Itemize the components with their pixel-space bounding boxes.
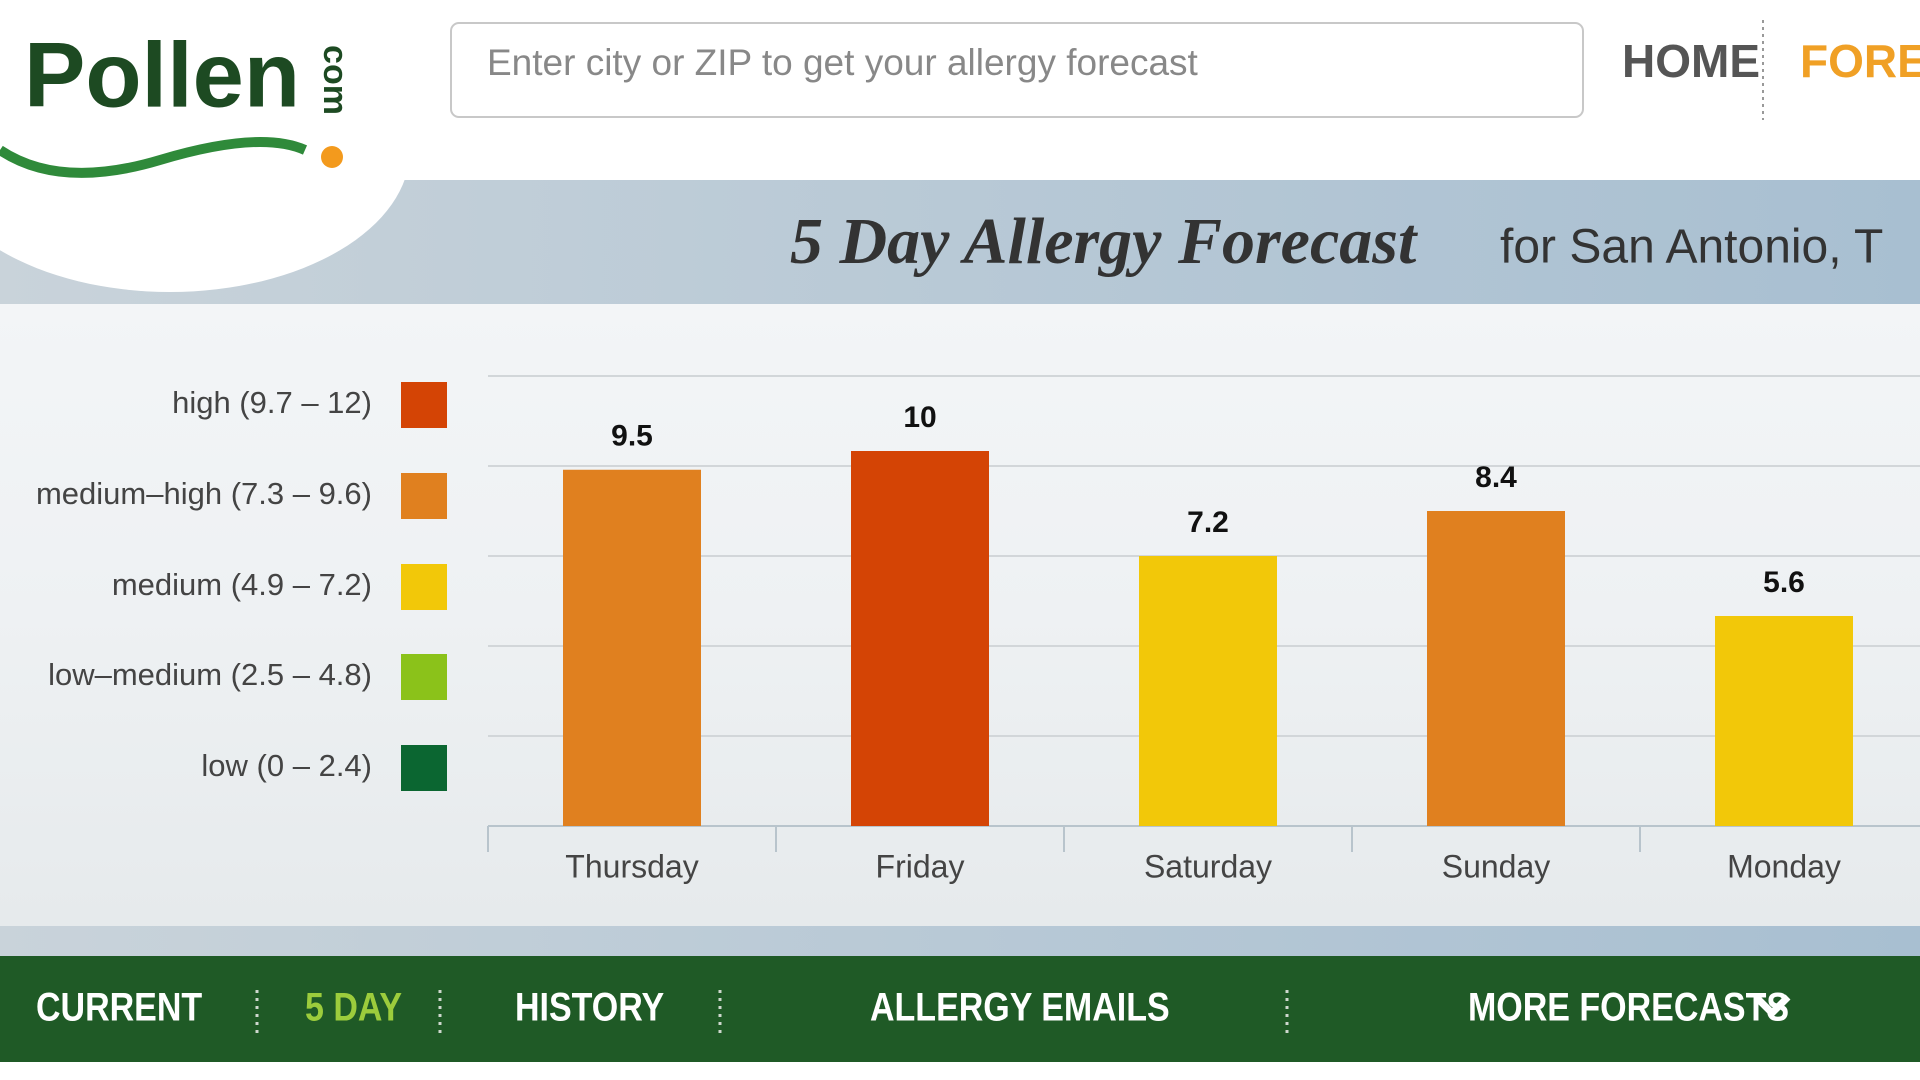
bar [1715, 616, 1853, 826]
logo-dot [321, 146, 343, 168]
logo-swoosh [0, 137, 308, 178]
x-tick-label: Saturday [1144, 848, 1272, 884]
bar [1427, 511, 1565, 826]
logo-text[interactable]: Pollen [24, 24, 300, 126]
page-title: 5 Day Allergy Forecast [790, 205, 1418, 278]
tab[interactable]: HISTORY [515, 984, 664, 1029]
tab[interactable]: CURRENT [36, 984, 202, 1029]
value-label: 8.4 [1475, 461, 1517, 494]
nav-forecast[interactable]: FOREC [1800, 35, 1920, 87]
x-tick-label: Friday [876, 848, 965, 884]
page-subtitle: for San Antonio, T [1500, 221, 1883, 274]
legend-label: low (0 – 2.4) [201, 748, 372, 783]
bar [1139, 556, 1277, 826]
legend-swatch [401, 745, 447, 791]
tab[interactable]: 5 DAY [305, 984, 402, 1029]
value-label: 9.5 [611, 420, 653, 453]
legend-label: medium–high (7.3 – 9.6) [36, 476, 372, 511]
value-label: 7.2 [1187, 506, 1229, 539]
bar [851, 451, 989, 826]
search-placeholder: Enter city or ZIP to get your allergy fo… [487, 42, 1199, 83]
dropdown-chevron [1753, 994, 1791, 1018]
x-tick-label: Sunday [1442, 848, 1551, 884]
legend-swatch [401, 382, 447, 428]
bar [563, 469, 701, 826]
x-tick-label: Thursday [565, 848, 698, 884]
logo-suffix: com [316, 45, 354, 115]
legend-swatch [401, 654, 447, 700]
legend-label: low–medium (2.5 – 4.8) [48, 657, 372, 692]
nav-home[interactable]: HOME [1622, 35, 1760, 87]
value-label: 10 [903, 401, 936, 434]
x-tick-label: Monday [1727, 848, 1841, 884]
search-box[interactable] [450, 22, 1584, 118]
legend-swatch [401, 564, 447, 610]
legend-swatch [401, 473, 447, 519]
tab[interactable]: ALLERGY EMAILS [870, 984, 1170, 1029]
value-label: 5.6 [1763, 566, 1805, 599]
tab-bar [0, 956, 1920, 1062]
legend-label: high (9.7 – 12) [172, 385, 372, 420]
tab[interactable]: MORE FORECASTS [1468, 984, 1789, 1029]
legend-label: medium (4.9 – 7.2) [112, 567, 372, 602]
